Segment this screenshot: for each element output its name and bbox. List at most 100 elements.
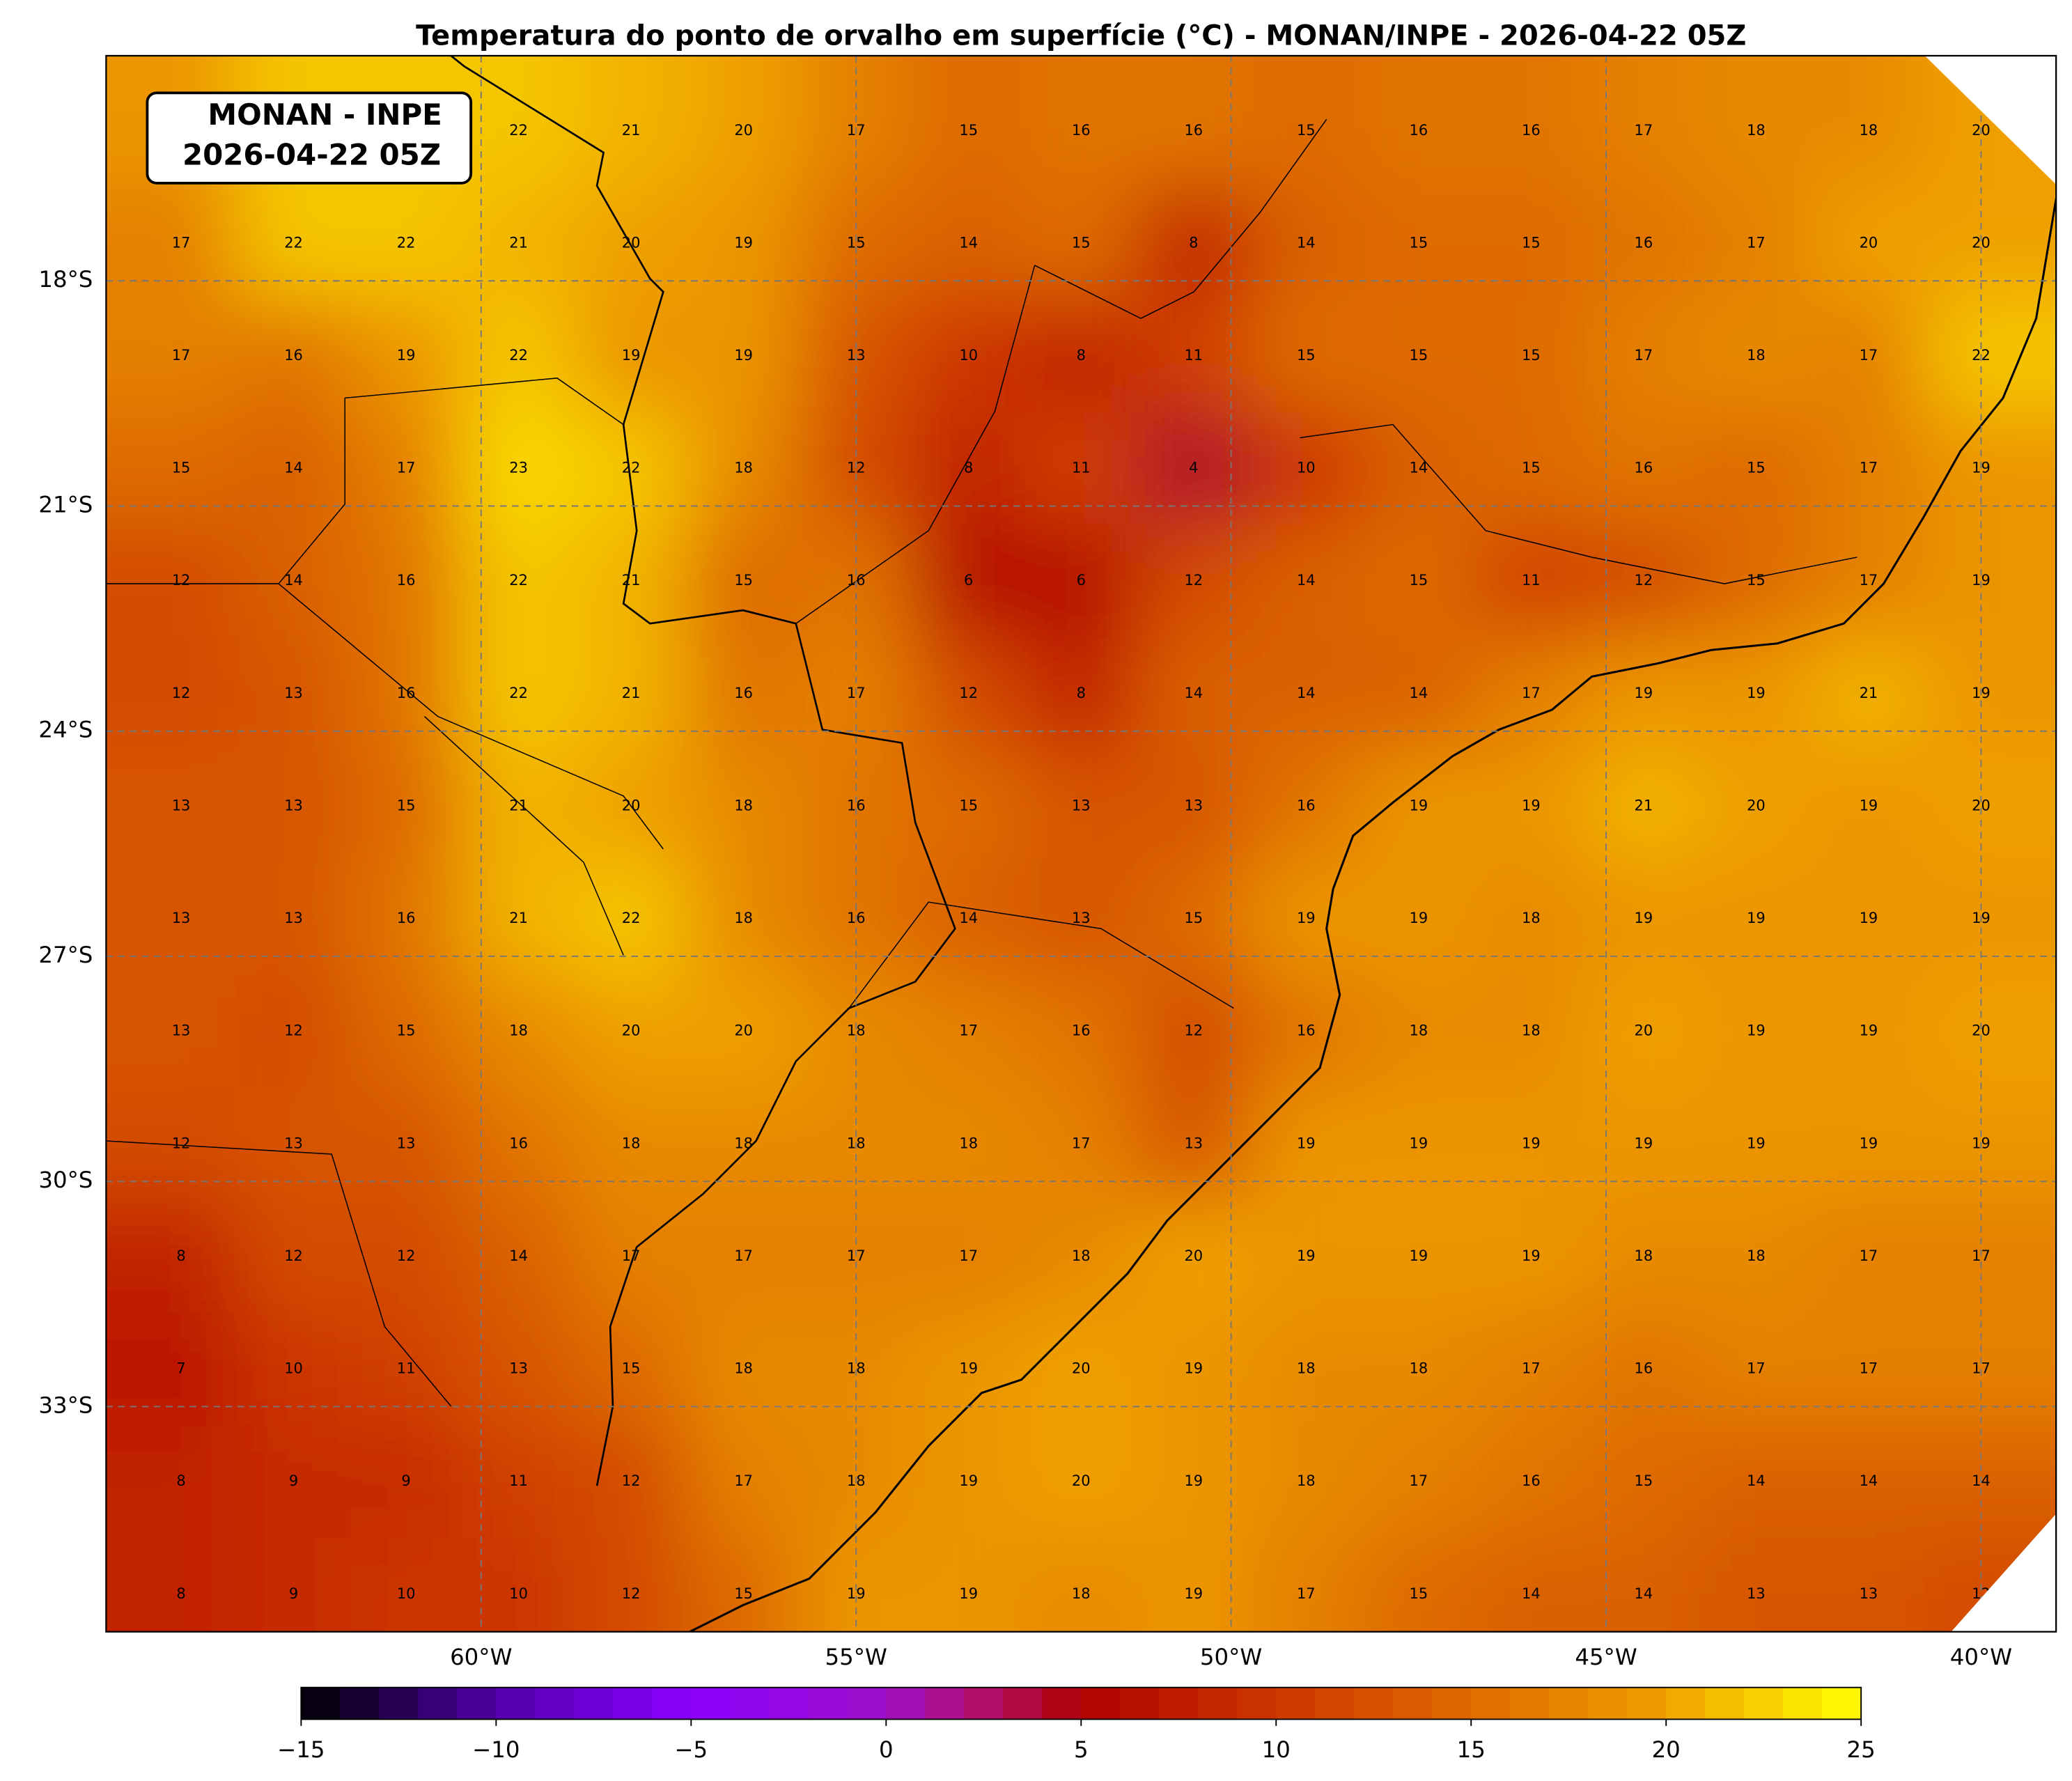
field-cell: [1474, 749, 1589, 864]
value-label: 11: [1184, 347, 1203, 364]
value-label: 19: [1747, 1022, 1766, 1039]
field-cell: [106, 412, 239, 527]
value-label: 12: [1184, 572, 1203, 589]
field-cell: [1924, 300, 2057, 414]
field-cell: [1362, 637, 1477, 752]
field-cell: [1362, 1200, 1477, 1314]
value-label: 19: [1410, 910, 1428, 926]
value-label: 21: [622, 685, 641, 701]
colorbar-band: [847, 1687, 887, 1720]
colorbar-tick-label: 5: [1074, 1736, 1089, 1763]
colorbar-band: [1042, 1687, 1082, 1720]
value-label: 10: [509, 1585, 528, 1602]
colorbar-tick-label: 25: [1847, 1736, 1876, 1763]
colorbar-band: [1120, 1687, 1160, 1720]
colorbar-band: [1432, 1687, 1472, 1720]
colorbar-band: [574, 1687, 614, 1720]
lat-tick-label: 24°S: [38, 717, 93, 743]
value-label: 18: [1522, 910, 1541, 926]
value-label: 12: [284, 1247, 303, 1264]
value-label: 10: [284, 1360, 303, 1377]
field-cell: [106, 300, 239, 414]
value-label: 13: [509, 1360, 528, 1377]
value-label: 12: [622, 1472, 641, 1489]
value-label: 19: [959, 1585, 978, 1602]
field-cell: [1137, 1425, 1252, 1539]
graticule: [106, 56, 2057, 1632]
field-cell: [1362, 1538, 1477, 1632]
field-cell: [350, 524, 464, 639]
value-label: 18: [1747, 1247, 1766, 1264]
value-label: 19: [1635, 685, 1653, 701]
colorbar-band: [613, 1687, 653, 1720]
colorbar-band: [379, 1687, 419, 1720]
value-label: 19: [1184, 1472, 1203, 1489]
field-cell: [1137, 1087, 1252, 1202]
value-label: 21: [509, 797, 528, 814]
field-cell: [1924, 1312, 2057, 1427]
field-cell: [1249, 1425, 1364, 1539]
field-cell: [1025, 1425, 1139, 1539]
field-cell: [1924, 187, 2057, 302]
value-label: 14: [1747, 1472, 1766, 1489]
value-label: 16: [1522, 122, 1541, 139]
field-cell: [350, 1200, 464, 1314]
field-cell: [1025, 637, 1139, 752]
value-label: 13: [1860, 1585, 1878, 1602]
field-cell: [575, 974, 689, 1089]
value-label: 13: [1747, 1585, 1766, 1602]
field-cell: [350, 1538, 464, 1632]
value-label: 18: [1072, 1247, 1091, 1264]
field-cell: [237, 1538, 352, 1632]
value-label: 15: [734, 572, 753, 589]
colorbar-band: [1549, 1687, 1589, 1720]
value-label: 16: [1410, 122, 1428, 139]
field-cell: [912, 974, 1027, 1089]
coast-path: [689, 199, 2057, 1632]
field-cell: [1924, 749, 2057, 864]
value-label: 18: [1747, 122, 1766, 139]
field-cell: [237, 300, 352, 414]
state-borders: [106, 119, 1857, 1407]
field-cell: [1699, 56, 1814, 189]
field-cell: [1812, 300, 1926, 414]
value-label: 19: [1522, 797, 1541, 814]
value-label: 6: [964, 572, 973, 589]
value-label: 18: [1410, 1022, 1428, 1039]
value-label: 15: [172, 460, 191, 476]
value-label: 22: [509, 347, 528, 364]
field-cell: [912, 1538, 1027, 1632]
value-label: 17: [1522, 1360, 1541, 1377]
colorbar-band: [1666, 1687, 1706, 1720]
field-cell: [912, 412, 1027, 527]
value-label: 19: [1297, 1135, 1316, 1151]
field-cell: [1025, 1538, 1139, 1632]
field-cell: [1137, 1312, 1252, 1427]
colorbar-band: [769, 1687, 809, 1720]
field-cell: [237, 974, 352, 1089]
field-cell: [1924, 412, 2057, 527]
value-label: 14: [1410, 460, 1428, 476]
value-label: 16: [397, 572, 416, 589]
value-labels: 19 22 22 22 21 20 17 15 16 16 15 16 16 17 18 18 20 17 22 22…: [172, 122, 1991, 1602]
map-frame: [105, 54, 2057, 1633]
value-label: 20: [622, 797, 641, 814]
field-cell: [462, 974, 577, 1089]
value-label: 19: [397, 347, 416, 364]
field-cell: [1924, 862, 2057, 977]
value-label: 14: [1297, 685, 1316, 701]
field-cell: [912, 56, 1027, 189]
colorbar-band: [1393, 1687, 1433, 1720]
field-cell: [687, 300, 802, 414]
colorbar: −15 −10 −5 0 5 10 15 20 25: [277, 1686, 1876, 1763]
lat-tick-label: 21°S: [38, 492, 93, 518]
value-label: 17: [1747, 234, 1766, 251]
corner-mask: [1949, 1512, 2058, 1633]
badge-line: 2026-04-22 05Z: [182, 137, 441, 171]
field-cell: [1812, 56, 1926, 189]
field-cell: [1025, 1087, 1139, 1202]
value-label: 13: [172, 797, 191, 814]
value-label: 14: [959, 234, 978, 251]
value-label: 12: [172, 1135, 191, 1151]
